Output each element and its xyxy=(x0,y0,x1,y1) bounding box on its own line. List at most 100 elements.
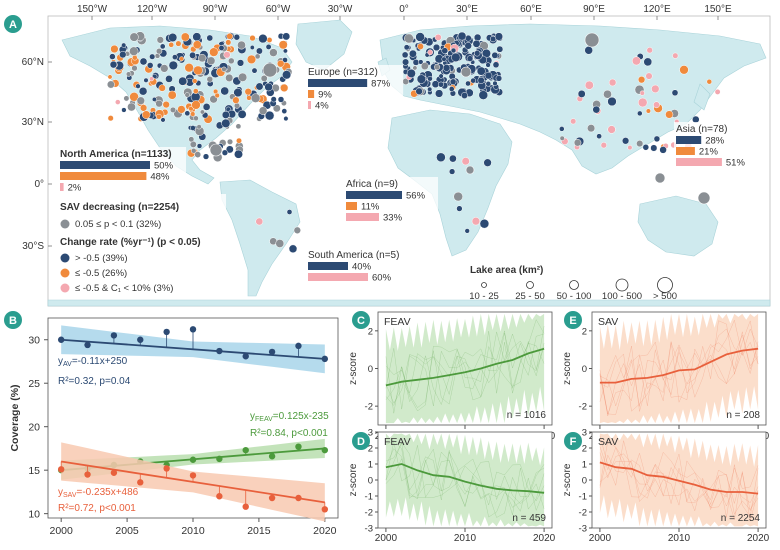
panel-c-label: C xyxy=(357,315,365,327)
data-point xyxy=(295,443,302,450)
lake-dot xyxy=(483,158,492,167)
lake-dot xyxy=(441,47,449,55)
lake-dot xyxy=(251,67,258,74)
lon-tick-label: 120°E xyxy=(643,4,671,15)
lake-dot xyxy=(202,103,211,111)
lake-dot xyxy=(221,118,231,128)
region-bar-groups: North America (n=1133)50%48% 2% Europe (n=… xyxy=(58,65,758,284)
lake-dot xyxy=(491,51,499,59)
panel-e-label: E xyxy=(569,315,576,327)
legend-item: ≤ -0.5 (26%) xyxy=(75,268,127,279)
lake-dot xyxy=(107,74,113,80)
lake-dot xyxy=(266,37,273,43)
lake-dot xyxy=(278,40,288,50)
lake-dot xyxy=(404,33,414,44)
region-bar-label: 9% xyxy=(318,90,332,101)
ensemble-line xyxy=(385,448,545,508)
region-bar xyxy=(676,147,695,155)
y-tick-label: -2 xyxy=(365,402,373,413)
lake-dot xyxy=(264,82,273,92)
lake-dot xyxy=(642,144,650,151)
lake-dot xyxy=(258,106,268,115)
lake-dot xyxy=(131,65,138,72)
lake-dot xyxy=(448,86,455,92)
lake-dot xyxy=(194,151,202,158)
ensemble-line xyxy=(599,341,759,407)
lake-dot xyxy=(276,59,285,68)
lake-dot xyxy=(254,53,261,60)
lake-dot xyxy=(218,45,225,51)
ensemble-line xyxy=(599,452,759,518)
region-bar-label: 4% xyxy=(315,101,329,112)
legend-sav-title: SAV decreasing (n=2254) xyxy=(60,202,179,213)
lake-dot xyxy=(427,86,433,92)
region-bar xyxy=(308,101,311,109)
antarctic-strip xyxy=(47,299,771,307)
panel-a-map: 150°W 120°W 90°W 60°W 30°W 0° 30°E 60°E 90°E 120°… xyxy=(22,4,771,307)
lake-dot xyxy=(415,32,425,42)
lake-dot xyxy=(168,41,175,48)
region-bar xyxy=(60,183,64,191)
lake-dot xyxy=(418,59,424,65)
lake-dot xyxy=(221,110,230,119)
y-tick-label: 2 xyxy=(582,326,587,337)
mean-line xyxy=(599,347,759,384)
lake-dot xyxy=(155,99,163,108)
lake-dot xyxy=(169,106,177,113)
lake-dot xyxy=(236,137,242,144)
lake-dot xyxy=(196,143,203,149)
lake-dot xyxy=(476,66,486,76)
land-masses xyxy=(47,19,771,307)
region-bar-label: 28% xyxy=(705,136,725,147)
lake-dot xyxy=(235,123,242,130)
lake-dot xyxy=(135,83,141,89)
region-bar xyxy=(346,191,402,199)
data-point xyxy=(295,494,302,502)
lake-size-circle xyxy=(526,281,534,289)
ensemble-line xyxy=(385,319,545,412)
lake-dot xyxy=(706,78,713,85)
lake-dot xyxy=(600,142,607,149)
lake-dot xyxy=(168,32,178,43)
panel-d-label: D xyxy=(357,436,365,448)
region-bar xyxy=(308,262,348,270)
data-point xyxy=(295,342,302,350)
ensemble-line xyxy=(599,435,759,511)
legend-dot xyxy=(60,283,70,293)
y-tick-label: 2 xyxy=(582,444,587,455)
legend-dot xyxy=(60,253,70,263)
data-point xyxy=(110,332,118,339)
lake-dot xyxy=(607,125,616,134)
lake-dot xyxy=(679,65,689,75)
data-point xyxy=(216,347,223,355)
japan-shape xyxy=(693,83,711,111)
lake-dot xyxy=(192,32,202,42)
lake-dot xyxy=(156,36,164,44)
lake-dot xyxy=(412,59,420,66)
lake-dot xyxy=(168,60,178,71)
lake-dot xyxy=(244,88,252,96)
lake-dot xyxy=(288,244,298,254)
sample-count: n = 208 xyxy=(726,410,760,421)
lake-dot xyxy=(184,63,194,73)
lake-dot xyxy=(255,82,264,91)
lake-dot xyxy=(237,40,246,50)
lake-dot xyxy=(139,57,148,66)
lake-dot xyxy=(146,62,154,69)
lake-dot xyxy=(115,99,121,105)
lake-dot xyxy=(178,76,188,86)
lake-dot xyxy=(573,138,582,147)
region-title: South America (n=5) xyxy=(308,250,399,261)
ensemble-line xyxy=(385,331,545,414)
x-tick-label: 2020 xyxy=(533,533,556,544)
data-point xyxy=(189,472,197,479)
lake-dot xyxy=(621,137,630,145)
region-bar xyxy=(346,202,357,210)
lake-dot xyxy=(442,64,451,72)
lake-dot xyxy=(420,62,429,71)
region-bar-label: 2% xyxy=(68,183,82,194)
lake-dot xyxy=(427,75,433,82)
lake-dot xyxy=(431,80,440,89)
lon-tick-label: 90°W xyxy=(203,4,228,15)
lake-dot xyxy=(188,136,195,143)
